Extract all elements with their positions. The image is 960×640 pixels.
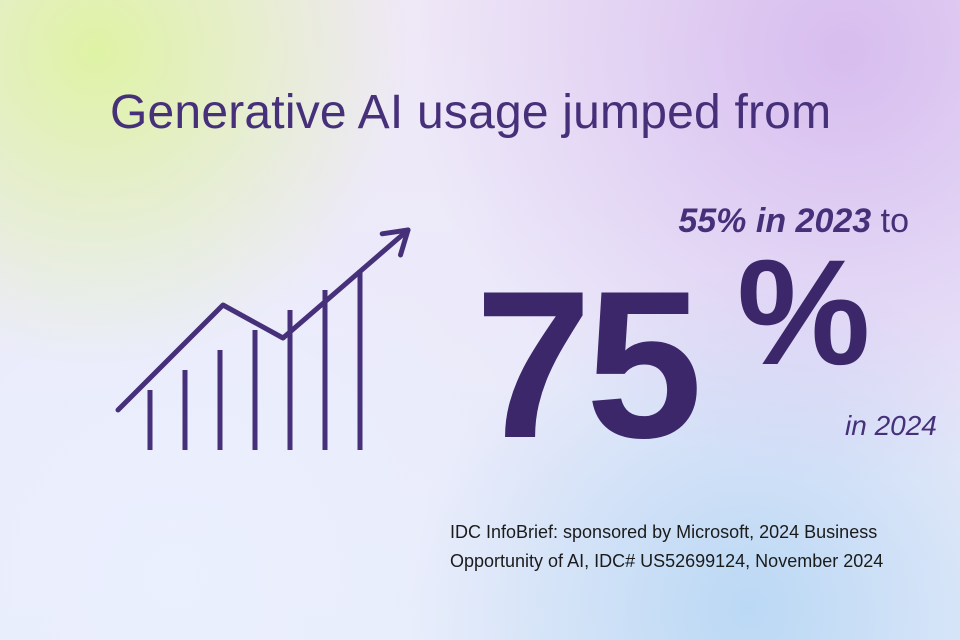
- growth-chart-icon: [108, 210, 418, 460]
- source-footnote: IDC InfoBrief: sponsored by Microsoft, 2…: [450, 518, 920, 576]
- stat-block: 55% in 2023 to 75 % in 2024: [475, 200, 925, 470]
- to-year: in 2024: [845, 410, 937, 442]
- footnote-line-1: IDC InfoBrief: sponsored by Microsoft, 2…: [450, 518, 920, 547]
- to-percent-symbol: %: [737, 252, 864, 372]
- to-value: 75: [475, 276, 697, 455]
- footnote-line-2: Opportunity of AI, IDC# US52699124, Nove…: [450, 547, 920, 576]
- infographic-canvas: Generative AI usage jumped from 55% in 2…: [0, 0, 960, 640]
- big-stat-row: 75 % in 2024: [475, 230, 925, 460]
- headline-text: Generative AI usage jumped from: [110, 85, 831, 140]
